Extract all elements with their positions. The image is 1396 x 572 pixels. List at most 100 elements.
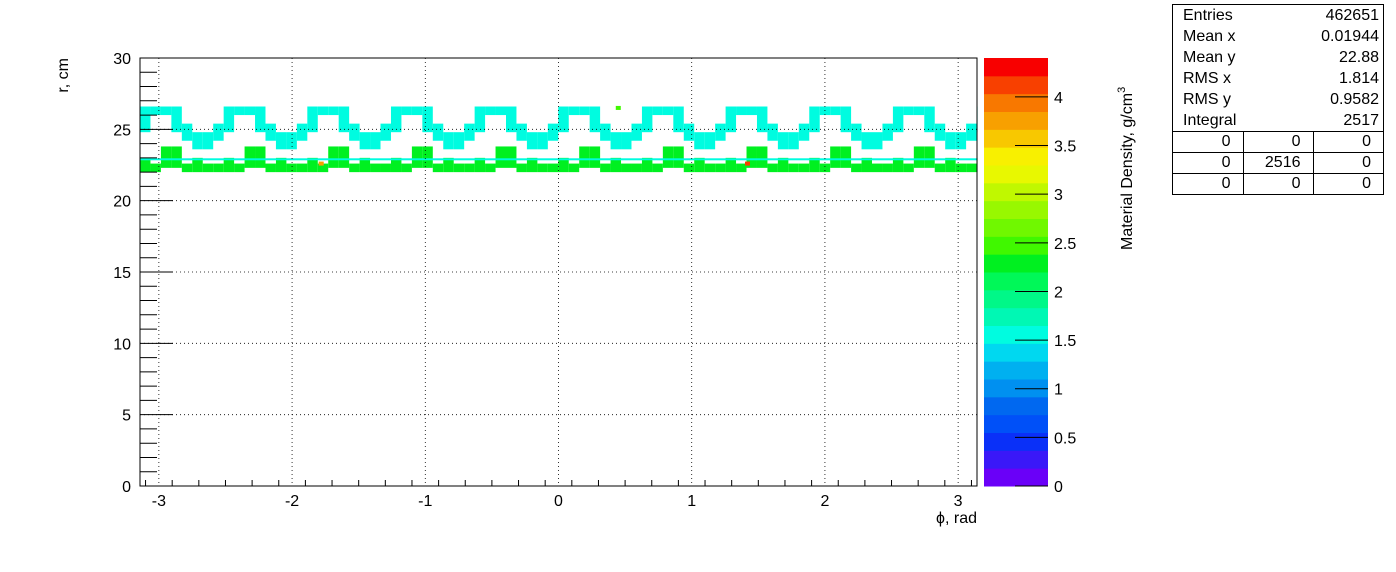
heatmap-cell-inner: [788, 163, 799, 173]
z-tick-label: 0.5: [1054, 430, 1076, 447]
heatmap-cell-inner: [662, 146, 674, 168]
heatmap-cell-inner: [370, 163, 381, 173]
palette-bin: [984, 361, 1048, 380]
heatmap-cell-hot: [744, 161, 750, 166]
z-axis-ticks: 0 0.5 1 1.5 2 2.5 3 3.5 4: [1015, 90, 1076, 496]
table-cell: 2516: [1243, 152, 1314, 174]
heatmap-cell-hot: [318, 161, 324, 166]
palette-bin: [984, 254, 1048, 273]
heatmap-cell-outer: [662, 106, 674, 116]
heatmap-cell-inner: [349, 163, 360, 173]
heatmap-cell-inner: [307, 157, 318, 173]
heatmap-cell-inner: [453, 163, 465, 173]
heatmap-cell-outer: [359, 132, 371, 150]
heatmap-cell-inner: [945, 157, 956, 173]
x-tick-label: 1: [687, 493, 696, 510]
heatmap-cell-inner: [924, 146, 935, 168]
heatmap-cell-outer: [934, 123, 946, 141]
heatmap-cell-outer: [140, 106, 151, 133]
palette-bin: [984, 379, 1048, 398]
heatmap-cell-inner: [704, 163, 716, 173]
heatmap-cell-inner: [683, 163, 695, 173]
z-tick-label: 3.5: [1054, 139, 1076, 156]
heatmap-cell-outer: [872, 132, 883, 150]
heatmap-cell-outer: [506, 106, 517, 133]
heatmap-cell-outer: [338, 106, 350, 133]
heatmap-cell-inner: [495, 146, 507, 168]
heatmap-cell-inner: [819, 163, 831, 173]
heatmap-cell-inner: [181, 163, 193, 173]
heatmap-cell-inner: [328, 146, 339, 168]
heatmap-cell-outer: [495, 106, 507, 116]
heatmap-cell-outer: [192, 132, 203, 150]
heatmap-cell-inner: [244, 146, 256, 168]
heatmap-cell-outer: [788, 132, 799, 150]
heatmap-cell-inner: [255, 146, 266, 168]
heatmap-cell-outer: [307, 106, 318, 133]
heatmap-cell-outer: [652, 106, 663, 116]
x-tick-label: -1: [418, 493, 432, 510]
z-axis-label-main: Material Density, g/cm: [1119, 93, 1136, 250]
heatmap-cell-inner: [809, 157, 820, 173]
heatmap-cell-inner: [401, 163, 412, 173]
heatmap-cell-inner: [903, 163, 914, 173]
heatmap-cell-outer: [756, 106, 768, 133]
heatmap-cell-inner: [715, 163, 726, 173]
heatmap-cell-inner: [202, 163, 214, 173]
stats-row-entries: Entries 462651: [1173, 5, 1383, 26]
heatmap-cell-outer: [840, 106, 852, 133]
heatmap-cell-outer: [181, 123, 193, 141]
heatmap-cell-inner: [537, 163, 548, 173]
z-tick-label: 0: [1054, 479, 1063, 496]
stats-box: Entries 462651 Mean x 0.01944 Mean y 22.88 …: [1172, 4, 1384, 195]
heatmap-cell-outer: [150, 106, 161, 116]
heatmap-cell-outer: [725, 106, 737, 133]
heatmap-cell-outer: [746, 106, 757, 116]
heatmap-cell-inner: [265, 163, 276, 173]
heatmap-cell-outer: [349, 123, 360, 141]
x-axis-label: ϕ, rad: [936, 510, 977, 527]
heatmap-cell-outer: [641, 106, 653, 133]
palette-bin: [984, 200, 1048, 219]
palette-bin: [984, 432, 1048, 451]
y-tick-label: 30: [113, 51, 131, 68]
z-tick-label: 2.5: [1054, 236, 1076, 253]
stats-label: RMS y: [1183, 91, 1231, 108]
heatmap-cell-inner: [558, 157, 569, 173]
heatmap-cell-inner: [359, 157, 371, 173]
x-tick-label: 2: [820, 493, 829, 510]
heatmap-cell-outer: [589, 106, 601, 133]
heatmap-cell-mid: [140, 158, 977, 161]
heatmap-cell-inner: [589, 146, 601, 168]
z-tick-label: 4: [1054, 90, 1063, 107]
heatmap-cell-outer: [244, 106, 256, 116]
heatmap-cell-outer: [328, 106, 339, 116]
palette-bin: [984, 218, 1048, 237]
stats-label: Mean x: [1183, 28, 1236, 45]
z-tick-label: 3: [1054, 187, 1063, 204]
heatmap-cell-inner: [966, 163, 977, 173]
heatmap-cell-inner: [380, 163, 391, 173]
heatmap-cell-inner: [861, 157, 873, 173]
heatmap-cell-outer: [966, 123, 977, 141]
heatmap-cell-outer: [160, 106, 172, 116]
y-tick-label: 0: [122, 479, 131, 496]
heatmap-cell-outer: [715, 123, 726, 141]
stats-row-integral: Integral 2517: [1173, 110, 1383, 131]
palette-bin: [984, 111, 1048, 130]
heatmap-cell-inner: [516, 163, 527, 173]
stats-value: 22.88: [1338, 49, 1379, 66]
x-tick-label: -3: [152, 493, 166, 510]
heatmap-cell-outer: [432, 123, 444, 141]
z-tick-label: 1.5: [1054, 333, 1076, 350]
heatmap-cell-inner: [464, 163, 475, 173]
heatmap-cell-inner: [673, 146, 684, 168]
table-cell: 0: [1173, 152, 1244, 174]
heatmap-cell-inner: [798, 163, 810, 173]
heatmap-cell-inner: [913, 146, 925, 168]
palette-bin: [984, 272, 1048, 291]
heatmap-cell-inner: [485, 163, 496, 173]
palette-bin: [984, 289, 1048, 309]
